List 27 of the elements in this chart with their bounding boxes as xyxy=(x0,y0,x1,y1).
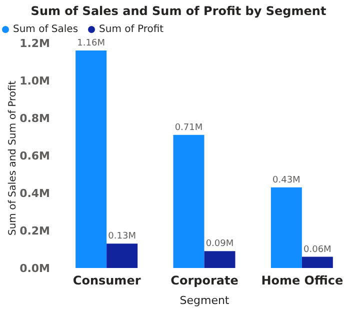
x-axis-title: Segment xyxy=(180,294,230,307)
y-tick-label: 1.0M xyxy=(20,74,50,88)
bar xyxy=(270,187,302,268)
x-tick-label: Home Office xyxy=(261,274,344,288)
y-tick-label: 0.2M xyxy=(20,224,50,238)
chart-title: Sum of Sales and Sum of Profit by Segment xyxy=(30,3,328,20)
data-label: 0.71M xyxy=(174,122,203,133)
data-label: 0.43M xyxy=(272,175,300,186)
legend-label: Sum of Profit xyxy=(99,24,164,35)
bar xyxy=(76,50,107,268)
bar xyxy=(173,134,204,268)
data-label: 1.16M xyxy=(77,38,105,48)
legend-label: Sum of Sales xyxy=(13,24,78,35)
y-tick-label: 0.6M xyxy=(20,149,50,162)
data-label: 0.06M xyxy=(304,244,332,255)
data-label: 0.13M xyxy=(108,232,136,242)
x-tick-label: Corporate xyxy=(170,274,238,288)
y-tick-label: 0.0M xyxy=(20,262,50,275)
bar xyxy=(204,251,236,268)
bar xyxy=(302,256,333,268)
y-axis-title: Sum of Sales and Sum of Profit xyxy=(8,80,19,236)
y-tick-label: 0.4M xyxy=(20,186,50,200)
data-label: 0.09M xyxy=(206,239,234,250)
y-tick-label: 0.8M xyxy=(20,112,50,125)
x-tick-label: Consumer xyxy=(72,274,141,288)
y-tick-label: 1.2M xyxy=(20,36,50,50)
bar xyxy=(106,244,138,268)
